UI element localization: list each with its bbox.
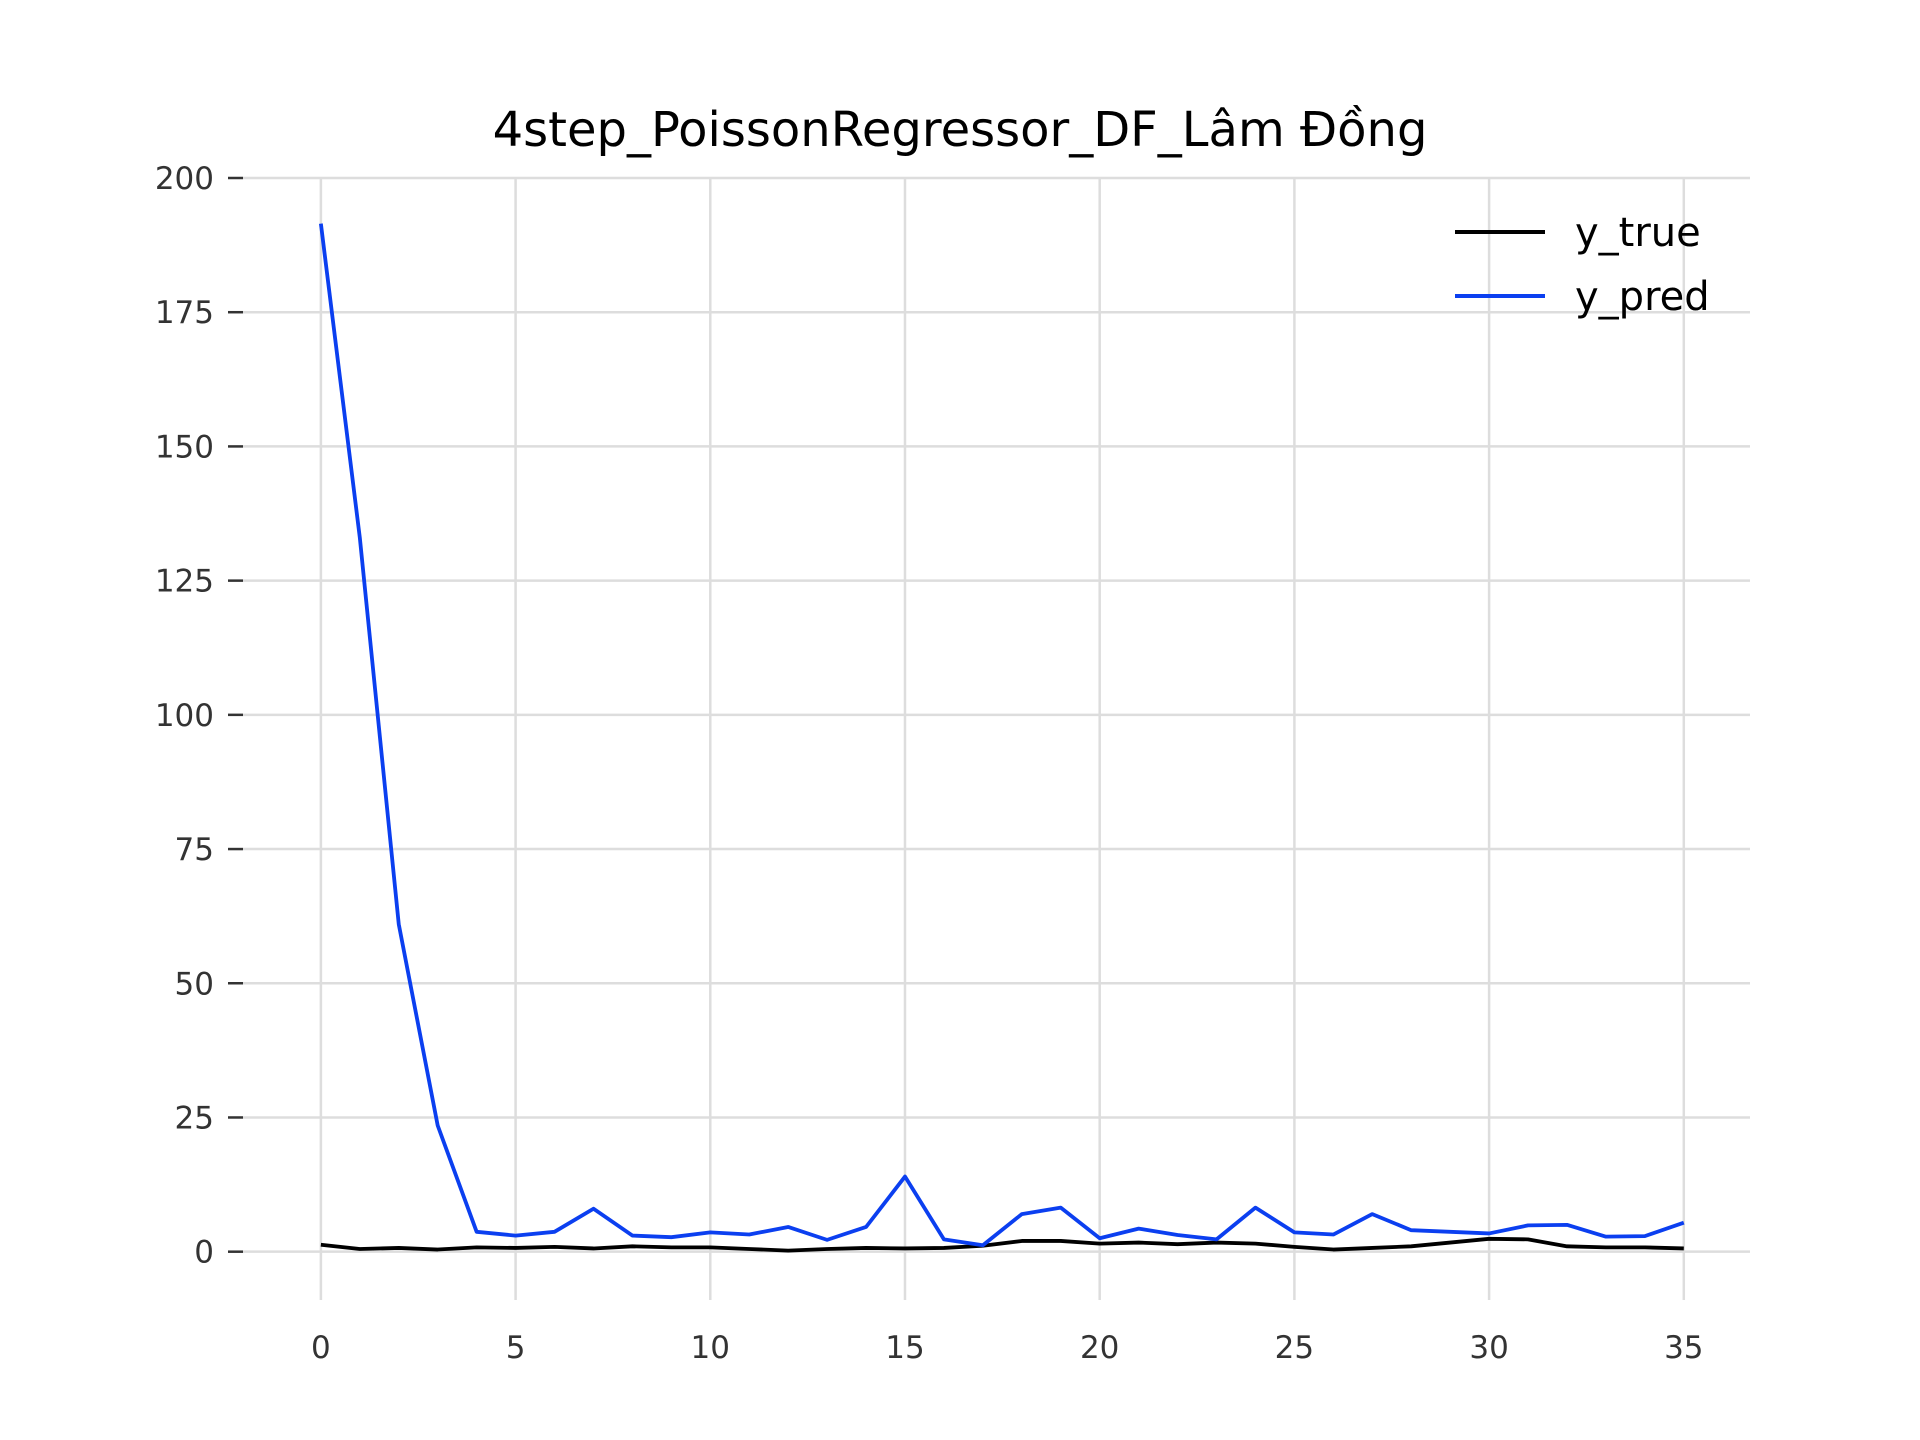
legend-label-y-true: y_true [1575, 210, 1701, 256]
y-tick-label: 100 [155, 698, 214, 734]
y-tick-label: 50 [175, 966, 214, 1002]
series-lines [318, 223, 1685, 1253]
legend: y_true y_pred [1455, 210, 1710, 320]
y-tick-label: 150 [155, 429, 214, 465]
x-tick-label: 30 [1469, 1330, 1508, 1366]
y-tick-label: 0 [194, 1235, 214, 1271]
x-tick-label: 5 [506, 1330, 526, 1366]
x-tick-label: 20 [1080, 1330, 1119, 1366]
chart-title: 4step_PoissonRegressor_DF_Lâm Đồng [493, 102, 1428, 158]
x-tick-label: 35 [1664, 1330, 1703, 1366]
y-tick-label: 175 [155, 295, 214, 331]
y-tick-label: 200 [155, 161, 214, 197]
y-tick-label: 25 [175, 1100, 214, 1136]
series-line-y-true [320, 1236, 1684, 1253]
x-tick-label: 15 [885, 1330, 924, 1366]
grid [243, 176, 1750, 1300]
y-tick-label: 75 [175, 832, 214, 868]
y-tick-label: 125 [155, 564, 214, 600]
axes: 0 25 50 75 100 125 150 175 200 0 5 10 15 20 25 30 35 [155, 161, 1704, 1366]
x-tick-label: 10 [691, 1330, 730, 1366]
x-tick-label: 0 [311, 1330, 331, 1366]
legend-label-y-pred: y_pred [1575, 274, 1710, 320]
x-tick-label: 25 [1275, 1330, 1314, 1366]
series-line-y-pred [318, 223, 1685, 1248]
